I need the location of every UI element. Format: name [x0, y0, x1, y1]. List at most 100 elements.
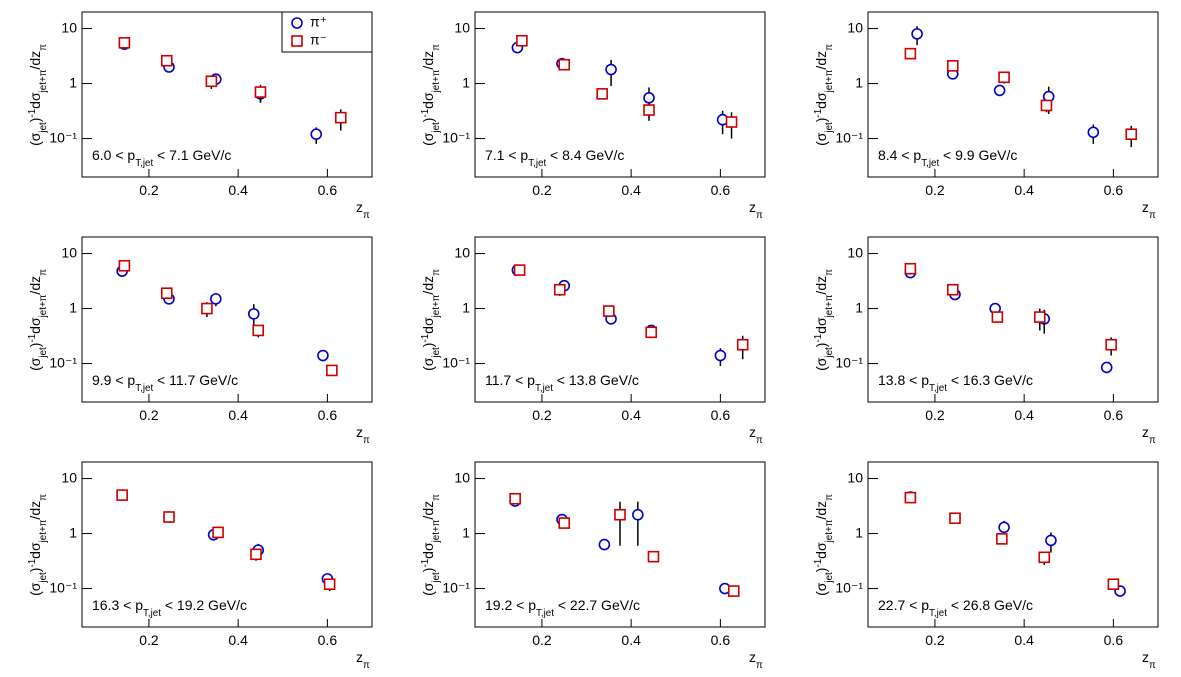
y-axis-label: (σjet)-1dσjet+π/dzπ: [420, 44, 442, 146]
x-axis-label: zπ: [356, 649, 370, 671]
label-part: jet+π: [38, 69, 49, 93]
label-part: z: [749, 424, 756, 440]
label-part: 8.4 < p: [878, 147, 921, 163]
label-part: 19.2 < p: [485, 597, 536, 613]
annotation: 11.7 < pT,jet < 13.8 GeV/c: [485, 372, 639, 394]
label-part: /dz: [813, 501, 829, 520]
label-part: ): [420, 118, 436, 123]
annotation: 16.3 < pT,jet < 19.2 GeV/c: [92, 597, 247, 619]
label-part: (σ: [420, 582, 436, 596]
label-part: π: [1149, 210, 1156, 221]
label-part: T,jet: [535, 383, 553, 394]
label-part: < 9.9 GeV/c: [939, 147, 1017, 163]
label-part: jet+π: [38, 519, 49, 543]
label-part: -1: [27, 334, 38, 343]
label-part: (σ: [813, 357, 829, 371]
x-tick-label: 0.6: [711, 407, 731, 423]
plot-frame: [474, 236, 766, 403]
y-axis-label: (σjet)-1dσjet+π/dzπ: [27, 269, 49, 371]
label-part: (σ: [27, 582, 43, 596]
x-tick-label: 0.6: [318, 632, 338, 648]
marker-square: [1105, 338, 1117, 351]
y-tick-label: 10: [454, 244, 470, 260]
x-tick-label: 0.6: [1104, 632, 1124, 648]
label-part: ): [27, 568, 43, 573]
label-part: z: [1142, 649, 1149, 665]
label-part: dσ: [27, 92, 43, 109]
plot-frame: [81, 461, 373, 628]
label-part: π: [1149, 660, 1156, 671]
y-tick-label: 1: [69, 74, 77, 90]
marker-square: [904, 47, 917, 60]
label-part: jet: [824, 572, 835, 584]
label-part: π: [38, 269, 49, 276]
x-tick-label: 0.2: [925, 182, 945, 198]
annotation: 8.4 < pT,jet < 9.9 GeV/c: [878, 147, 1017, 169]
label-part: -1: [27, 559, 38, 568]
marker-square: [904, 262, 917, 275]
plot-frame: [474, 11, 766, 178]
label-part: /dz: [420, 276, 436, 295]
label-part: π: [38, 494, 49, 501]
marker-circle: [1100, 361, 1113, 374]
label-part: π: [363, 435, 370, 446]
y-tick-label: 1: [462, 74, 470, 90]
label-part: jet: [431, 122, 442, 134]
label-part: jet: [38, 572, 49, 584]
marker-square: [736, 338, 749, 351]
label-part: 9.9 < p: [92, 372, 135, 388]
label-part: π: [363, 210, 370, 221]
label-part: < 13.8 GeV/c: [553, 372, 639, 388]
legend-label: π⁻: [310, 32, 327, 48]
marker-square: [725, 116, 738, 128]
label-part: dσ: [27, 542, 43, 559]
label-part: T,jet: [528, 158, 546, 169]
x-tick-label: 0.6: [1104, 407, 1124, 423]
label-part: -1: [27, 109, 38, 118]
plot-frame: [81, 236, 373, 403]
label-part: -1: [420, 109, 431, 118]
annotation: 19.2 < pT,jet < 22.7 GeV/c: [485, 597, 640, 619]
marker-square: [201, 302, 213, 315]
marker-square: [1040, 99, 1053, 112]
marker-circle: [317, 349, 329, 362]
x-axis-label: zπ: [1142, 649, 1156, 671]
label-part: jet: [824, 347, 835, 359]
y-tick-label: 1: [855, 299, 863, 315]
label-part: dσ: [813, 92, 829, 109]
y-tick-label: 10: [847, 244, 863, 260]
label-part: dσ: [27, 317, 43, 334]
y-tick-label: 10⁻¹: [442, 354, 470, 370]
label-part: dσ: [420, 317, 436, 334]
marker-circle: [210, 293, 222, 305]
y-tick-label: 10: [61, 244, 77, 260]
marker-square: [904, 491, 917, 504]
y-tick-label: 10⁻¹: [49, 129, 77, 145]
label-part: /dz: [27, 276, 43, 295]
marker-square: [116, 489, 128, 501]
label-part: z: [749, 649, 756, 665]
label-part: π: [824, 44, 835, 51]
x-tick-label: 0.2: [532, 632, 552, 648]
x-axis-label: zπ: [1142, 424, 1156, 446]
label-part: 16.3 < p: [92, 597, 143, 613]
label-part: /dz: [27, 501, 43, 520]
marker-square: [326, 364, 338, 377]
label-part: π: [824, 269, 835, 276]
label-part: ): [420, 343, 436, 348]
label-part: T,jet: [929, 383, 947, 394]
x-tick-label: 0.4: [1014, 182, 1034, 198]
marker-circle: [632, 508, 644, 521]
marker-circle: [605, 63, 617, 76]
annotation: 9.9 < pT,jet < 11.7 GeV/c: [92, 372, 238, 394]
label-part: -1: [420, 559, 431, 568]
plot-frame: [81, 11, 373, 178]
y-tick-label: 1: [855, 524, 863, 540]
marker-square: [513, 264, 526, 276]
marker-square: [645, 326, 658, 339]
